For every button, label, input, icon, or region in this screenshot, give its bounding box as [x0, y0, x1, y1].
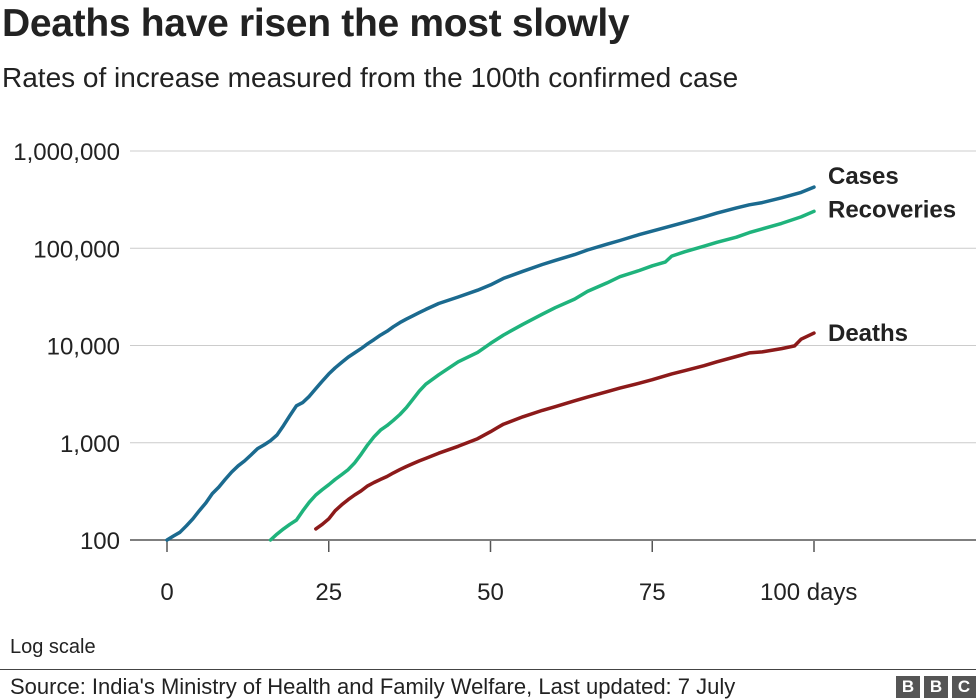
scale-note: Log scale [10, 636, 96, 658]
chart-title: Deaths have risen the most slowly [2, 2, 630, 45]
y-tick-label: 10,000 [47, 334, 120, 361]
bbc-logo: B B C [896, 676, 976, 698]
line-chart: 100 1,000 10,000 100,000 1,000,000 0 25 50 75 10… [13, 139, 976, 606]
x-tick-label: 100 days [760, 579, 857, 606]
logo-letter-2: B [924, 676, 948, 698]
y-tick-label: 100,000 [33, 236, 120, 263]
y-axis: 100 1,000 10,000 100,000 1,000,000 [13, 139, 120, 555]
series-label-cases: Cases [828, 163, 899, 190]
series-lines [165, 185, 816, 542]
series-labels: Cases Recoveries Deaths [828, 163, 956, 347]
y-tick-label: 1,000 [60, 431, 120, 458]
logo-letter-1: B [896, 676, 920, 698]
x-tick-label: 0 [160, 579, 173, 606]
series-line-recoveries [268, 209, 816, 542]
source-text: Source: India's Ministry of Health and F… [10, 674, 736, 699]
source-divider [0, 669, 976, 670]
series-line-deaths [314, 331, 816, 531]
logo-letter-3: C [952, 676, 976, 698]
series-label-deaths: Deaths [828, 320, 908, 347]
y-tick-label: 100 [80, 528, 120, 555]
x-tick-label: 25 [315, 579, 342, 606]
y-tick-label: 1,000,000 [13, 139, 120, 166]
x-tick-label: 75 [639, 579, 666, 606]
x-axis: 0 25 50 75 100 days [160, 541, 857, 606]
series-line-cases [165, 185, 816, 542]
x-tick-label: 50 [477, 579, 504, 606]
chart-subtitle: Rates of increase measured from the 100t… [2, 62, 739, 93]
series-label-recoveries: Recoveries [828, 196, 956, 223]
